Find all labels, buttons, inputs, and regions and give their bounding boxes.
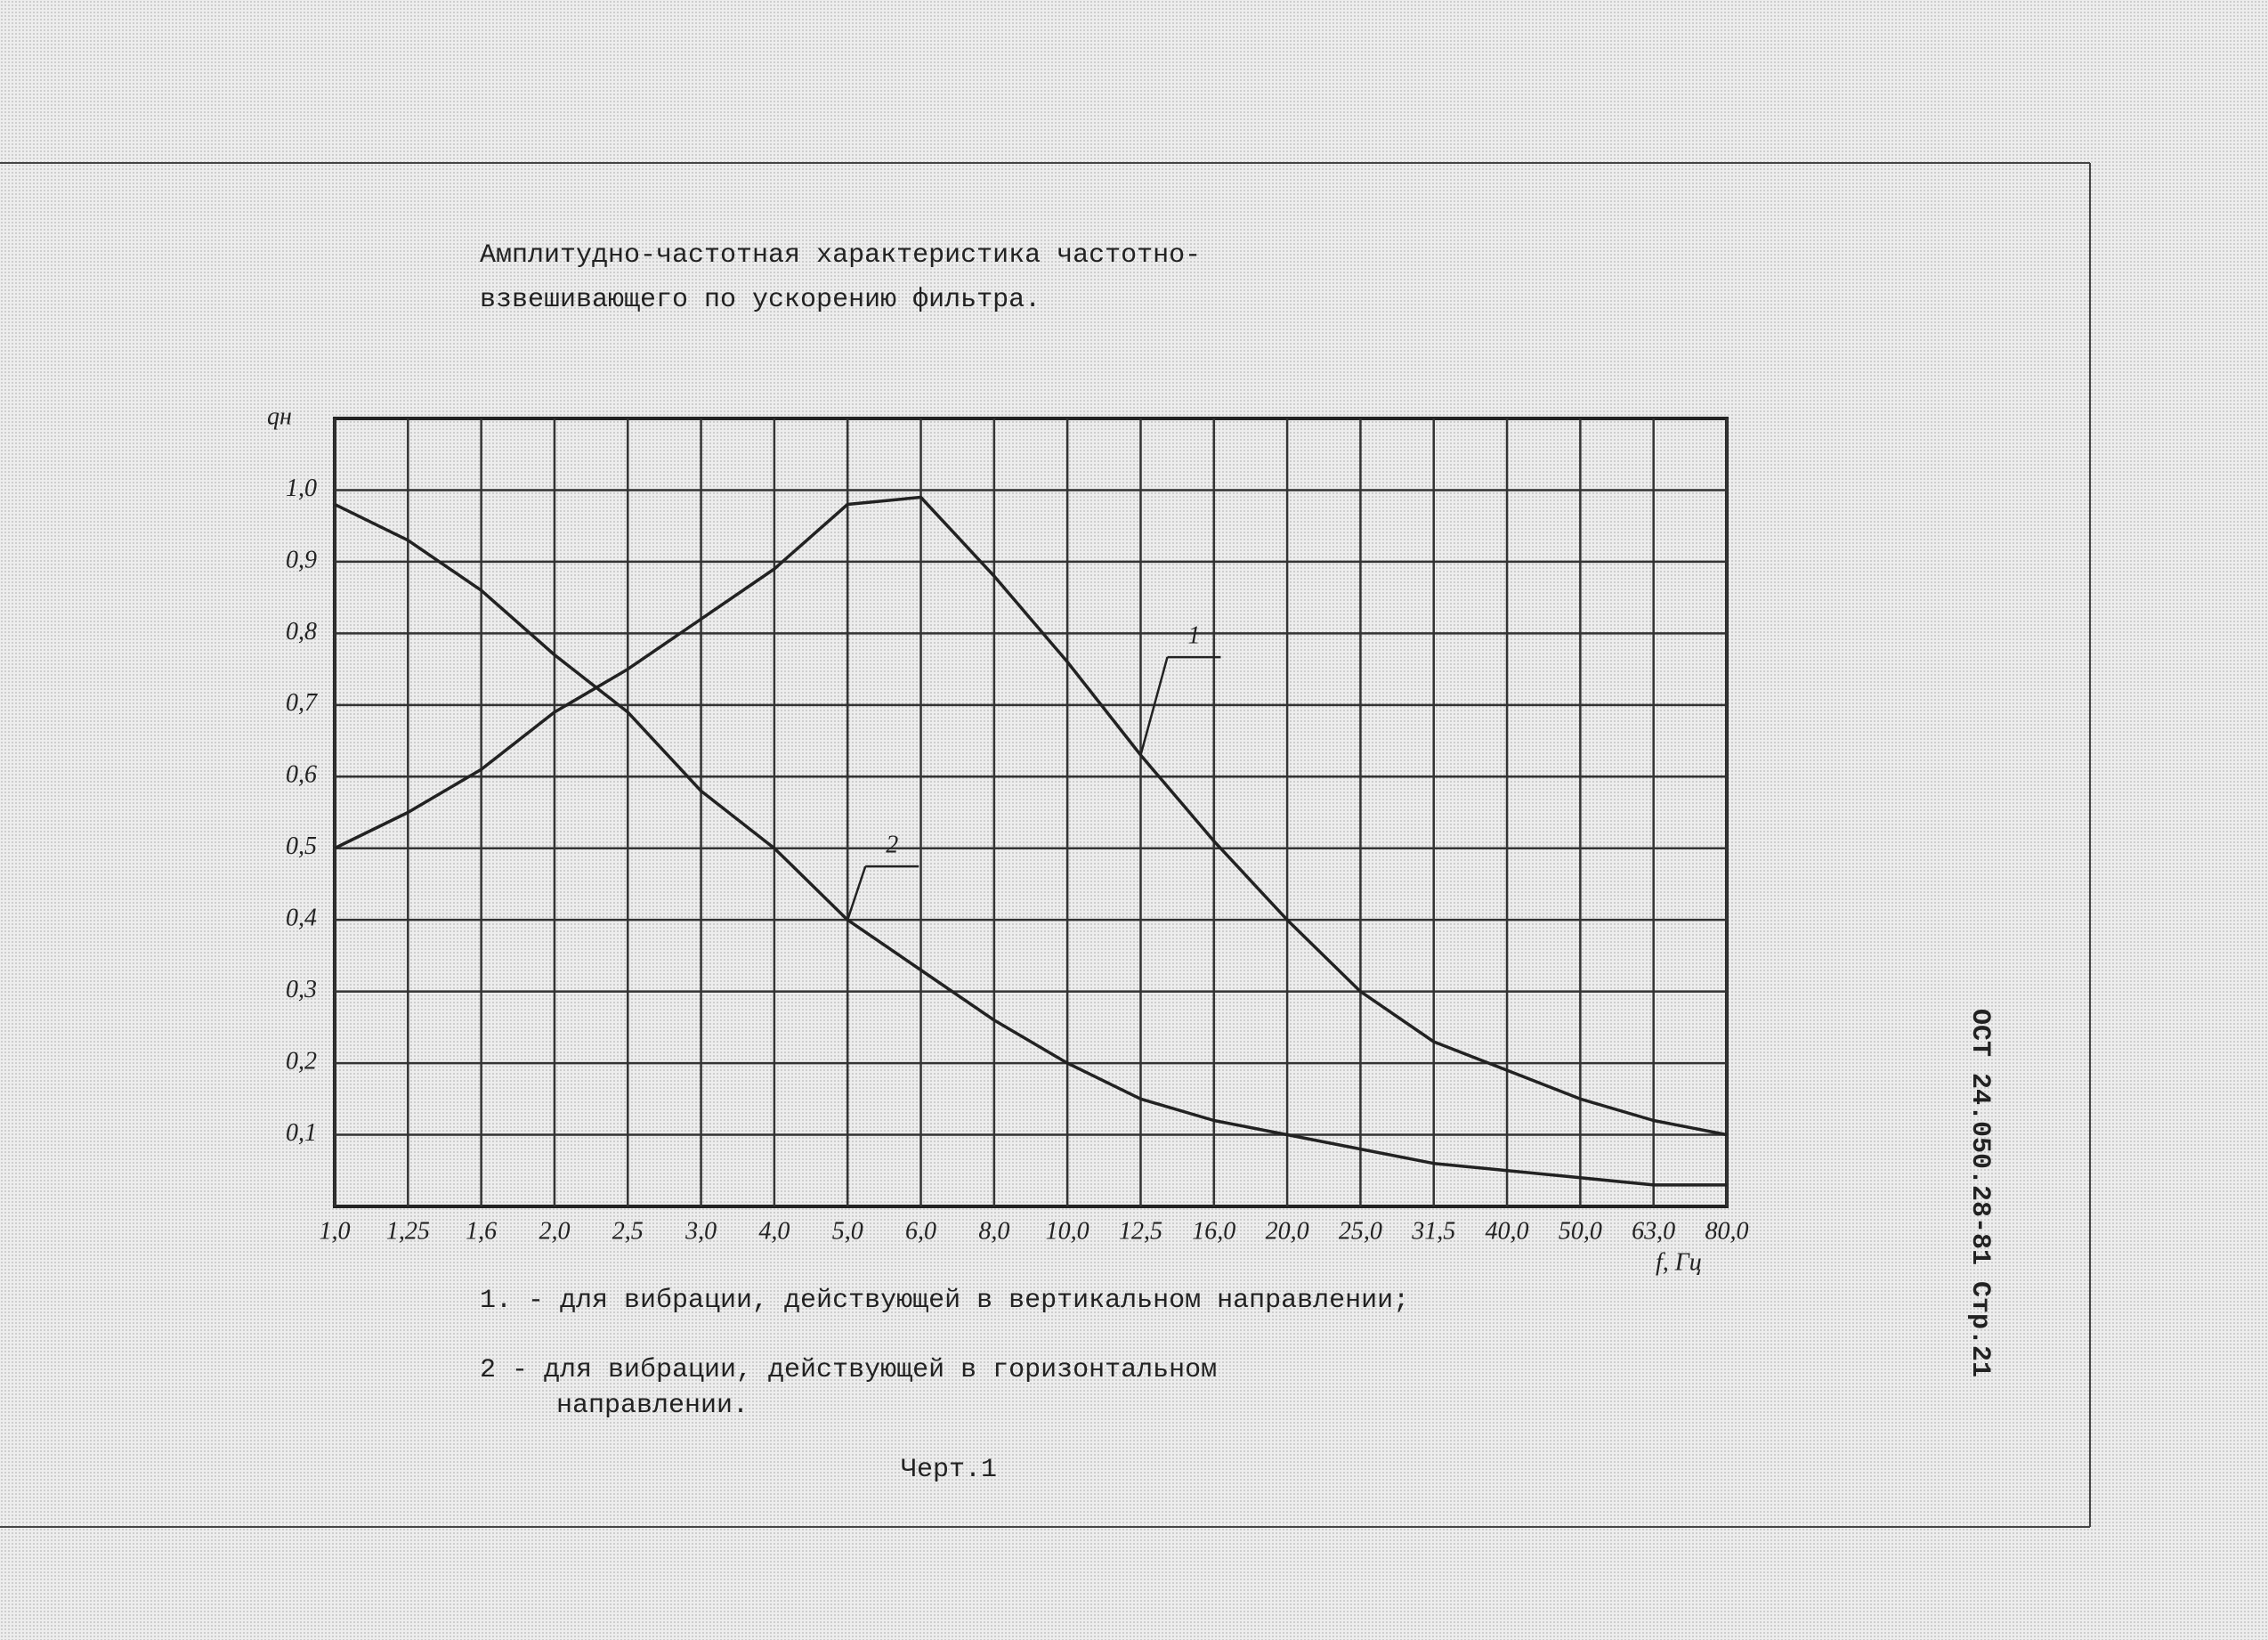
y-axis-label: qн bbox=[267, 402, 292, 430]
chart: 0,1 0,2 0,3 0,4 0,5 0,6 0,7 0,8 0,9 1,0 1,0 1,25 1,6… bbox=[286, 417, 1749, 1245]
x-tick-label: 8,0 bbox=[978, 1217, 1009, 1245]
x-tick-label: 25,0 bbox=[1339, 1217, 1382, 1245]
y-tick-label: 0,6 bbox=[286, 761, 317, 789]
x-tick-label: 2,5 bbox=[612, 1217, 644, 1245]
y-tick-label: 0,7 bbox=[286, 689, 318, 717]
x-tick-label: 1,25 bbox=[386, 1217, 430, 1245]
note: 1. - для вибрации, действующей в вертика… bbox=[480, 1286, 1409, 1316]
title: Амплитудно-частотная характеристика част… bbox=[480, 240, 1201, 271]
x-tick-label: 5,0 bbox=[832, 1217, 863, 1245]
x-tick-label: 16,0 bbox=[1192, 1217, 1235, 1245]
x-tick-label: 10,0 bbox=[1046, 1217, 1089, 1245]
y-tick-label: 0,9 bbox=[286, 546, 317, 573]
y-tick-label: 1,0 bbox=[286, 475, 317, 502]
x-tick-label: 63,0 bbox=[1632, 1217, 1675, 1245]
curve bbox=[334, 495, 1728, 1137]
y-tick-label: 0,8 bbox=[286, 618, 317, 645]
x-tick-label: 3,0 bbox=[684, 1217, 717, 1245]
note: направлении. bbox=[556, 1391, 749, 1421]
y-tick-label: 0,1 bbox=[286, 1119, 317, 1147]
x-tick-label: 80,0 bbox=[1705, 1217, 1749, 1245]
y-tick-label: 0,2 bbox=[286, 1048, 317, 1076]
caption: Черт.1 bbox=[901, 1455, 997, 1485]
label-leader bbox=[1139, 656, 1169, 756]
x-tick-label: 2,0 bbox=[539, 1217, 570, 1245]
x-tick-label: 1,0 bbox=[320, 1217, 351, 1245]
x-tick-label: 31,5 bbox=[1411, 1217, 1455, 1245]
note: 2 - для вибрации, действующей в горизонт… bbox=[480, 1355, 1217, 1385]
x-tick-label: 6,0 bbox=[905, 1217, 936, 1245]
x-tick-label: 12,5 bbox=[1119, 1217, 1162, 1245]
curve bbox=[334, 502, 1727, 1187]
x-tick-label: 4,0 bbox=[758, 1217, 790, 1245]
x-tick-label: 50,0 bbox=[1559, 1217, 1602, 1245]
x-tick-label: 40,0 bbox=[1486, 1217, 1529, 1245]
title: взвешивающего по ускорению фильтра. bbox=[480, 285, 1041, 315]
x-tick-label: 1,6 bbox=[466, 1217, 497, 1245]
y-tick-label: 0,3 bbox=[286, 976, 317, 1003]
curve-label: 2 bbox=[886, 832, 898, 859]
x-tick-label: 20,0 bbox=[1266, 1217, 1309, 1245]
y-tick-label: 0,4 bbox=[286, 905, 317, 932]
side-label: ОСТ 24.050.28-81 Стр.21 bbox=[1964, 1009, 1995, 1377]
y-tick-label: 0,5 bbox=[286, 832, 317, 860]
label-leader bbox=[846, 865, 867, 921]
curve-label: 1 bbox=[1187, 622, 1200, 650]
x-axis-label: f, Гц bbox=[1656, 1248, 1702, 1276]
